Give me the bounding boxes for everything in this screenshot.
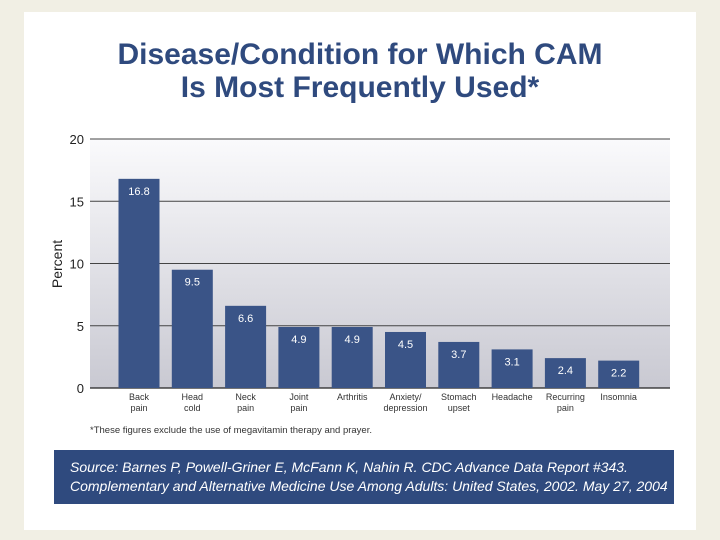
y-axis-label: Percent [49,240,65,288]
source-line-1: Source: Barnes P, Powell-Griner E, McFan… [70,459,628,475]
chart-title-line-2: Is Most Frequently Used* [180,71,540,104]
x-tick-label: Head [182,392,204,402]
bar-value-label: 4.5 [398,339,413,351]
bar-value-label: 6.6 [238,313,253,325]
x-axis-labels: BackpainHeadcoldNeckpainJointpainArthrit… [129,392,637,413]
slide-card: Disease/Condition for Which CAM Is Most … [24,12,696,530]
x-tick-label: pain [290,403,307,413]
y-tick-label: 5 [77,319,84,334]
x-tick-label: depression [383,403,427,413]
bar-value-label: 2.4 [558,365,573,377]
footnote: *These figures exclude the use of megavi… [90,425,372,436]
bar-value-label: 3.1 [504,356,519,368]
x-tick-label: cold [184,403,201,413]
source-box: Source: Barnes P, Powell-Griner E, McFan… [54,450,674,504]
bars [118,178,640,388]
x-tick-label: Recurring [546,392,585,402]
chart-title: Disease/Condition for Which CAM Is Most … [24,38,696,104]
x-tick-label: Joint [289,392,309,402]
bar [225,305,267,388]
x-tick-label: Headache [492,392,533,402]
bar-value-label: 3.7 [451,349,466,361]
x-tick-label: pain [237,403,254,413]
x-tick-label: pain [130,403,147,413]
x-tick-label: pain [557,403,574,413]
y-tick-label: 0 [77,381,84,396]
bar-value-label: 16.8 [128,186,149,198]
bar-chart: 0 5 10 15 20 16.8 9.5 6.6 4.9 4.9 4.5 3.7 3.1 2.4 2.2… [49,132,670,413]
x-tick-label: Stomach [441,392,477,402]
bar [385,331,426,388]
bar [544,358,586,388]
bar [331,326,373,388]
y-tick-label: 15 [70,194,84,209]
y-tick-label: 10 [70,257,84,272]
value-labels: 16.8 9.5 6.6 4.9 4.9 4.5 3.7 3.1 2.4 2.2 [128,186,626,380]
bar [171,269,213,388]
chart-title-line-1: Disease/Condition for Which CAM [117,38,603,71]
x-tick-label: upset [448,403,471,413]
x-tick-label: Insomnia [600,392,637,402]
bar [438,341,480,388]
y-axis-ticks: 0 5 10 15 20 [70,132,84,396]
source-line-2: Complementary and Alternative Medicine U… [70,478,668,494]
x-tick-label: Neck [235,392,256,402]
bar-value-label: 2.2 [611,368,626,380]
bar [598,360,640,388]
bar-value-label: 4.9 [291,334,306,346]
bar [278,326,320,388]
bar [118,178,160,388]
y-tick-label: 20 [70,132,84,147]
x-tick-label: Back [129,392,150,402]
bar-value-label: 4.9 [345,334,360,346]
bar [491,349,533,388]
bar-value-label: 9.5 [185,277,200,289]
x-tick-label: Arthritis [337,392,368,402]
x-tick-label: Anxiety/ [389,392,422,402]
